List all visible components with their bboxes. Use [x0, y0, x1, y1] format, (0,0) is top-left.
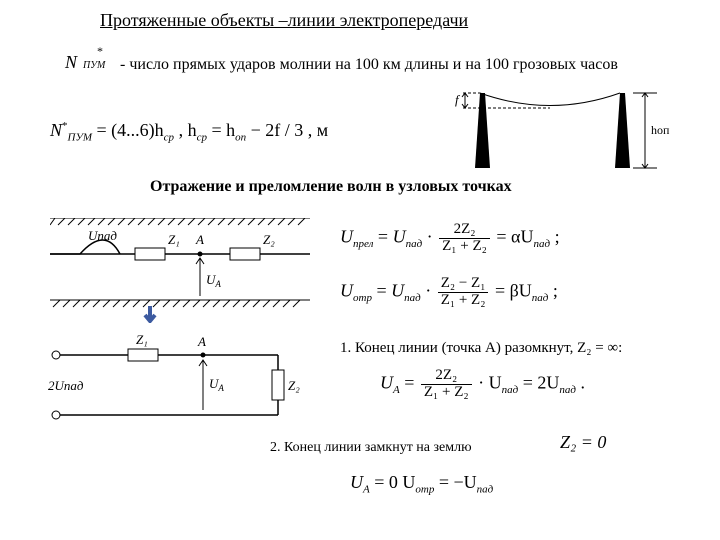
beta: βU	[510, 280, 532, 300]
diagram-circuit-2: 2Uпад Z₁ A Z₂ UA	[48, 330, 308, 430]
label-ua: UA	[206, 272, 221, 289]
fin-c: = −U	[439, 472, 477, 492]
u-otr-lhs: U	[340, 280, 353, 300]
pad5: пад	[502, 384, 519, 396]
z2-zero: Z₂ = 0	[560, 432, 606, 453]
diagram-towers: f hоп	[455, 78, 675, 178]
equation-u-prel: Uпрел = Uпад · 2Z₂Z₁ + Z₂ = αUпад ;	[340, 222, 560, 255]
frac-otr-den: Z₁ + Z₂	[438, 293, 489, 309]
c1-sub: A	[393, 384, 400, 396]
eq1-d: − 2f / 3 , м	[251, 120, 329, 140]
case-1-text: 1. Конец линии (точка A) разомкнут, Z₂ =…	[340, 340, 622, 357]
symbol-sub: ПУМ	[83, 60, 105, 71]
label-a1: A	[195, 232, 204, 247]
fin-bsub: отр	[415, 484, 434, 496]
sub-pum: ПУМ	[68, 132, 93, 144]
fin-a: U	[350, 472, 363, 492]
fin-csub: пад	[477, 484, 494, 496]
symbol-N2: N	[50, 120, 62, 140]
diagram-circuit-1: Uпад Z₁ A Z₂ UA	[50, 218, 310, 323]
label-z2: Z₂	[263, 232, 275, 247]
sub-op: оп	[235, 132, 246, 144]
symbol-N: N	[65, 52, 77, 73]
label-ua2: UA	[209, 376, 224, 393]
sub-cp1: ср	[164, 132, 174, 144]
label-z1: Z₁	[168, 232, 180, 247]
eq1-c: = h	[211, 120, 235, 140]
label-z1b: Z₁	[136, 332, 148, 347]
c1-lhs: U	[380, 372, 393, 392]
label-upad: Uпад	[88, 228, 117, 243]
description-text: - число прямых ударов молнии на 100 км д…	[120, 56, 618, 74]
u-prel-lhs: U	[340, 226, 353, 246]
frac-otr-num: Z₂ − Z₁	[438, 276, 489, 293]
frac-c1-num: 2Z₂	[421, 368, 472, 385]
c1-fin: = 2U	[523, 372, 560, 392]
equation-hcp: N*ПУМ = (4...6)hср , hср = hоп − 2f / 3 …	[50, 120, 328, 144]
fin-ab: = 0 U	[374, 472, 415, 492]
label-z2b: Z₂	[288, 378, 300, 393]
label-hop: hоп	[651, 123, 670, 137]
arrow-down-icon	[145, 306, 155, 321]
subheading: Отражение и преломление волн в узловых т…	[150, 178, 512, 196]
pad1: пад	[406, 238, 423, 250]
symbol-star: *	[97, 44, 103, 59]
equation-case1: UA = 2Z₂Z₁ + Z₂ · Uпад = 2Uпад .	[380, 368, 585, 401]
pad2: пад	[533, 238, 550, 250]
pad6: пад	[559, 384, 576, 396]
pad4: пад	[532, 292, 549, 304]
label-a2: A	[197, 334, 206, 349]
u-otr-sub: отр	[353, 292, 372, 304]
label-2upad: 2Uпад	[48, 378, 84, 393]
u-prel-sub: прел	[353, 238, 373, 250]
frac-prel-num: 2Z₂	[439, 222, 490, 239]
pad3: пад	[404, 292, 421, 304]
frac-prel-den: Z₁ + Z₂	[439, 239, 490, 255]
sub-cp2: ср	[197, 132, 207, 144]
c1-mid: · U	[478, 372, 502, 392]
eq1-b: , h	[179, 120, 197, 140]
page-title: Протяженные объекты –линии электропереда…	[100, 10, 468, 31]
alpha: αU	[511, 226, 533, 246]
frac-c1-den: Z₁ + Z₂	[421, 385, 472, 401]
equation-u-otr: Uотр = Uпад · Z₂ − Z₁Z₁ + Z₂ = βUпад ;	[340, 276, 558, 309]
eq1-a: = (4...6)h	[97, 120, 164, 140]
equation-final: UA = 0 Uотр = −Uпад	[350, 472, 493, 496]
case-2-text: 2. Конец линии замкнут на землю	[270, 440, 472, 456]
fin-asub: A	[363, 484, 370, 496]
label-f: f	[455, 92, 461, 107]
